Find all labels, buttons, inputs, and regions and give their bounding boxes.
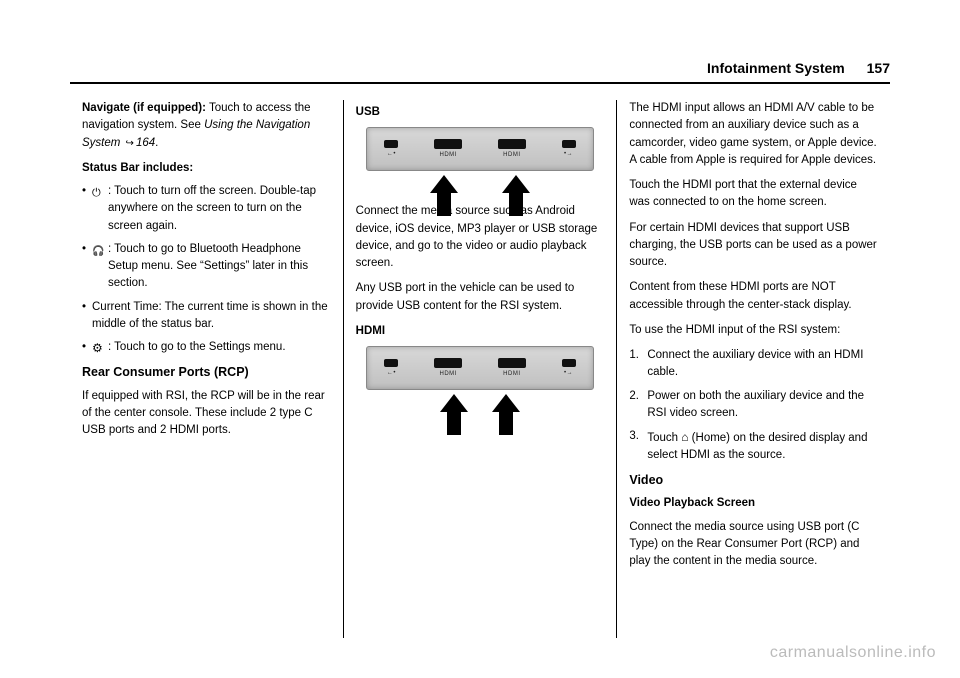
hdmi-p2: Touch the HDMI port that the external de…: [629, 177, 878, 212]
bullet-item-headphone: • : Touch to go to Bluetooth Headphone S…: [82, 241, 331, 293]
bullet-item-power: • : Touch to turn off the screen. Double…: [82, 183, 331, 235]
hdmi-figure: ←• HDMI HDMI •→: [366, 346, 595, 412]
page-number: 157: [867, 60, 890, 76]
navigate-paragraph: Navigate (if equipped): Touch to access …: [82, 100, 331, 152]
manual-page: Infotainment System 157 Navigate (if equ…: [0, 0, 960, 678]
bullet-item-time: • Current Time: The current time is show…: [82, 299, 331, 334]
bullet-dot: •: [82, 241, 92, 293]
port-usb-right: •→: [562, 359, 576, 378]
usb-heading: USB: [356, 104, 605, 121]
usb-figure: ←• HDMI HDMI •→: [366, 127, 595, 193]
column-3: The HDMI input allows an HDMI A/V cable …: [616, 100, 890, 638]
step-3: 3. Touch (Home) on the desired display a…: [629, 428, 878, 465]
port-hdmi-1: HDMI: [434, 139, 462, 160]
port-hdmi-1: HDMI: [434, 358, 462, 379]
bullet-text-3: Current Time: The current time is shown …: [92, 299, 331, 334]
port-hdmi-2: HDMI: [498, 139, 526, 160]
step-2-text: Power on both the auxiliary device and t…: [647, 388, 878, 423]
usb-port-panel: ←• HDMI HDMI •→: [366, 127, 595, 171]
hdmi-p1: The HDMI input allows an HDMI A/V cable …: [629, 100, 878, 169]
port-usb-right: •→: [562, 140, 576, 159]
arrow-up-icon: [492, 394, 520, 412]
navigate-lead: Navigate (if equipped):: [82, 102, 206, 114]
header-rule: [70, 82, 890, 84]
arrow-up-icon: [440, 394, 468, 412]
step-1-num: 1.: [629, 347, 647, 382]
hdmi-heading: HDMI: [356, 323, 605, 340]
port-usb-left: ←•: [384, 359, 398, 378]
step-2: 2. Power on both the auxiliary device an…: [629, 388, 878, 423]
step-1: 1. Connect the auxiliary device with an …: [629, 347, 878, 382]
port-hdmi-2: HDMI: [498, 358, 526, 379]
column-1: Navigate (if equipped): Touch to access …: [70, 100, 343, 638]
column-2: USB ←• HDMI HDMI •→ Connect the media so…: [343, 100, 617, 638]
chapter-title: Infotainment System: [707, 60, 845, 76]
bullet-text-1: : Touch to turn off the screen. Double-t…: [108, 183, 331, 235]
bullet-text-2: : Touch to go to Bluetooth Headphone Set…: [108, 241, 331, 293]
watermark: carmanualsonline.info: [770, 644, 936, 662]
video-paragraph: Connect the media source using USB port …: [629, 519, 878, 571]
hdmi-port-panel: ←• HDMI HDMI •→: [366, 346, 595, 390]
usb-paragraph-1: Connect the media source such as Android…: [356, 203, 605, 272]
bullet-item-settings: • : Touch to go to the Settings menu.: [82, 339, 331, 357]
power-icon: [92, 183, 108, 235]
bullet-dot: •: [82, 183, 92, 235]
arrow-up-icon: [430, 175, 458, 193]
usb-arrows: [366, 175, 595, 193]
step-1-text: Connect the auxiliary device with an HDM…: [647, 347, 878, 382]
running-header: Infotainment System 157: [707, 60, 890, 76]
step-3-text: Touch (Home) on the desired display and …: [647, 428, 878, 465]
navigate-ref-page: 164: [136, 137, 155, 149]
hdmi-p4: Content from these HDMI ports are NOT ac…: [629, 279, 878, 314]
arrow-up-icon: [502, 175, 530, 193]
gear-icon: [92, 339, 108, 357]
rcp-text: If equipped with RSI, the RCP will be in…: [82, 388, 331, 440]
bullet-text-4: : Touch to go to the Settings menu.: [108, 339, 331, 357]
bullet-dot: •: [82, 339, 92, 357]
bullet-dot: •: [82, 299, 92, 334]
video-subheading: Video Playback Screen: [629, 495, 878, 512]
rcp-heading: Rear Consumer Ports (RCP): [82, 363, 331, 382]
hdmi-arrows: [366, 394, 595, 412]
usb-paragraph-2: Any USB port in the vehicle can be used …: [356, 280, 605, 315]
port-usb-left: ←•: [384, 140, 398, 159]
hdmi-p3: For certain HDMI devices that support US…: [629, 220, 878, 272]
hdmi-p5: To use the HDMI input of the RSI system:: [629, 322, 878, 339]
crossref-icon: [124, 137, 136, 149]
navigate-period: .: [155, 137, 158, 149]
headphone-icon: [92, 241, 108, 293]
body-columns: Navigate (if equipped): Touch to access …: [70, 100, 890, 638]
video-heading: Video: [629, 471, 878, 490]
status-bar-heading: Status Bar includes:: [82, 160, 331, 177]
step-3-num: 3.: [629, 428, 647, 465]
step-2-num: 2.: [629, 388, 647, 423]
